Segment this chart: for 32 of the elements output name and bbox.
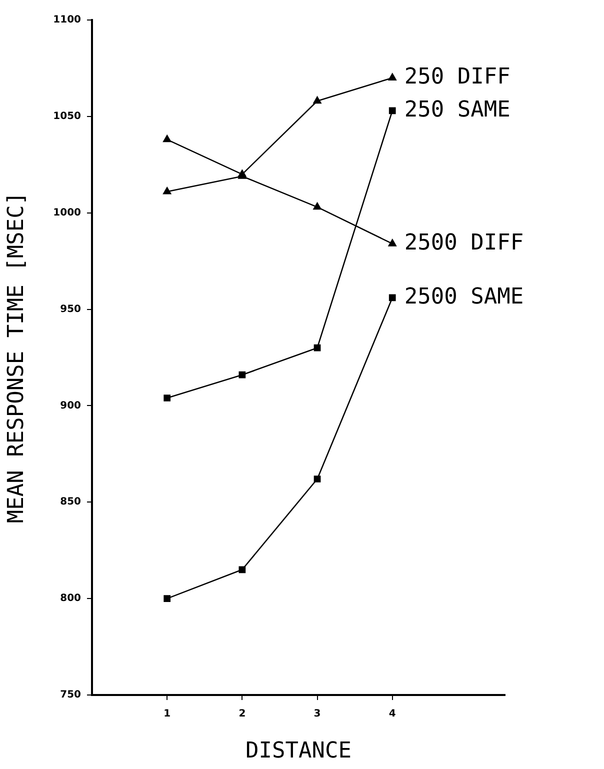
y-tick-label: 850 [60,496,82,508]
y-tick-label: 800 [60,593,82,604]
x-tick-label: 1 [164,708,171,720]
y-tick-label: 750 [60,690,82,701]
point [314,476,321,482]
y-axis-title: MEAN RESPONSE TIME [MSEC] [4,192,29,524]
series-label: 2500 DIFF [404,230,524,256]
point [388,73,396,80]
point [314,344,321,352]
x-tick-label: 3 [314,708,321,720]
point [388,107,396,114]
point [388,294,396,302]
x-axis-title: DISTANCE [246,738,352,764]
point [164,595,171,602]
series-label: 250 SAME [404,97,510,122]
y-tick-label: 1100 [53,14,82,26]
x-tick-label: 4 [388,708,396,720]
point [313,96,322,104]
y-tick-label: 1000 [53,207,82,218]
series-label: 2500 SAME [404,284,524,310]
point [163,134,172,142]
x-tick-label: 2 [238,708,246,720]
point [238,566,246,574]
point [313,202,322,210]
y-tick-label: 900 [60,400,82,412]
y-tick-label: 1050 [53,111,82,122]
point [238,371,246,378]
point [163,187,172,194]
y-tick-label: 950 [60,304,82,315]
series-label: 250 DIFF [404,64,510,90]
point [388,239,396,246]
point [164,394,171,402]
